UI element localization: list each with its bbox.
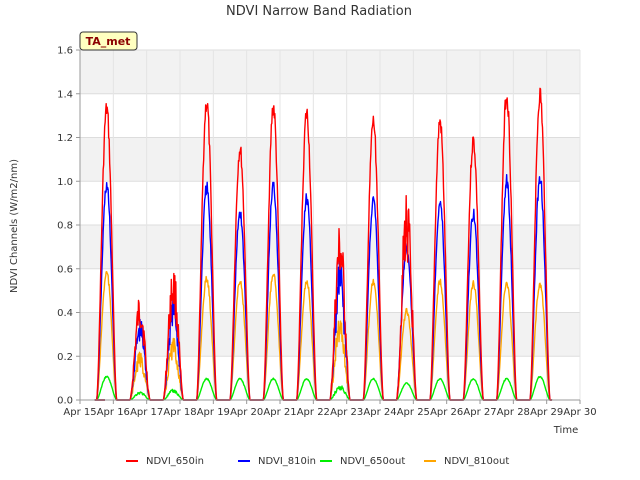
legend-label: NDVI_810out <box>444 456 509 467</box>
legend: NDVI_650in NDVI_810in NDVI_650out NDVI_810o… <box>126 456 509 467</box>
x-tick-label: Apr 19 <box>197 407 230 418</box>
y-tick-label: 0.6 <box>57 264 73 275</box>
station-badge: TA_met <box>79 31 138 51</box>
x-tick-label: Apr 22 <box>297 407 330 418</box>
y-tick-label: 0.4 <box>57 308 73 319</box>
x-tick-label: Apr 26 <box>430 407 463 418</box>
x-tick-label: Apr 16 <box>97 407 130 418</box>
x-tick-label: Apr 27 <box>463 407 496 418</box>
x-tick-label: Apr 25 <box>397 407 430 418</box>
plot-band <box>80 225 580 269</box>
x-axis-title: Time <box>553 425 578 436</box>
y-tick-label: 1.6 <box>57 46 73 57</box>
x-tick-label: Apr 21 <box>263 407 296 418</box>
y-tick-label: 1.4 <box>57 89 73 100</box>
x-tick-label: Apr 28 <box>497 407 530 418</box>
legend-label: NDVI_810in <box>258 456 316 467</box>
x-tick-label: Apr 24 <box>363 407 396 418</box>
plot-band <box>80 312 580 357</box>
plot-band <box>80 50 580 94</box>
badge-label: TA_met <box>86 35 131 48</box>
y-tick-label: 0.2 <box>57 352 73 363</box>
plot-band <box>80 356 580 400</box>
legend-label: NDVI_650in <box>146 456 204 467</box>
plot-band <box>80 268 580 313</box>
plot-band <box>80 181 580 225</box>
badge-box <box>79 31 138 51</box>
y-tick-label: 1.0 <box>57 177 73 188</box>
plot-band <box>80 93 580 138</box>
y-axis-title: NDVI Channels (W/m2/nm) <box>9 159 20 293</box>
x-tick-label: Apr 18 <box>163 407 196 418</box>
y-tick-label: 0.8 <box>57 221 73 232</box>
y-tick-labels: 0.0 0.2 0.4 0.6 0.8 1.0 1.2 1.4 1.6 <box>57 46 80 407</box>
y-tick-label: 0.0 <box>57 396 73 407</box>
plot-band <box>80 137 580 182</box>
x-tick-label: Apr 23 <box>330 407 363 418</box>
x-tick-label: Apr 30 <box>563 407 596 418</box>
x-tick-label: Apr 17 <box>130 407 163 418</box>
x-tick-label: Apr 15 <box>63 407 96 418</box>
legend-label: NDVI_650out <box>340 456 405 467</box>
x-tick-label: Apr 20 <box>230 407 263 418</box>
x-tick-label: Apr 29 <box>530 407 563 418</box>
x-tick-labels: Apr 15 Apr 16 Apr 17 Apr 18 Apr 19 Apr 20 Apr … <box>63 400 597 418</box>
chart-title: NDVI Narrow Band Radiation <box>226 4 412 19</box>
plot-background-bands <box>80 50 580 400</box>
y-tick-label: 1.2 <box>57 133 73 144</box>
